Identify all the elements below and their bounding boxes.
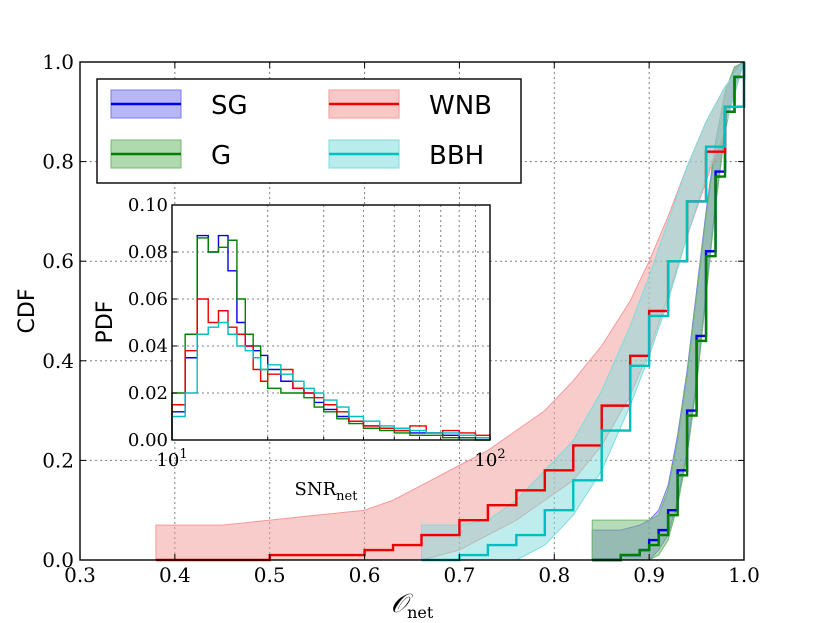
legend: SG G WNB BBH: [97, 79, 521, 183]
y-tick-label: 0.0: [42, 548, 74, 572]
inset-y-tick-label: 0.08: [128, 242, 168, 263]
inset-y-tick-label: 0.10: [128, 195, 168, 216]
inset-x-axis-label-sub: net: [336, 489, 358, 504]
y-tick-label: 0.2: [42, 448, 74, 472]
legend-label-g: G: [211, 141, 231, 171]
x-axis-label-sub: net: [407, 603, 434, 622]
x-tick-label: 0.7: [444, 563, 476, 587]
x-tick-label: 0.8: [538, 563, 570, 587]
inset-x-axis-label-main: SNR: [295, 479, 337, 500]
x-tick-label: 0.6: [349, 563, 381, 587]
inset-y-tick-label: 0.02: [128, 383, 168, 404]
y-tick-label: 0.8: [42, 150, 74, 174]
x-tick-label: 0.5: [254, 563, 286, 587]
inset-x-tick-base: 10: [156, 450, 179, 471]
inset-x-tick-exp: 1: [179, 447, 187, 462]
legend-label-bbh: BBH: [429, 141, 484, 171]
legend-label-sg: SG: [211, 91, 248, 121]
legend-label-wnb: WNB: [429, 91, 492, 121]
y-axis-label: CDF: [15, 289, 40, 334]
y-tick-label: 1.0: [42, 50, 74, 74]
inset-y-tick-label: 0.00: [128, 430, 168, 451]
inset-x-tick-base: 10: [474, 450, 497, 471]
x-tick-label: 0.4: [159, 563, 191, 587]
inset-x-tick-exp: 2: [497, 447, 505, 462]
inset-y-tick-label: 0.06: [128, 289, 168, 310]
inset-y-axis-label: PDF: [93, 301, 118, 344]
inset-y-tick-label: 0.04: [128, 336, 168, 357]
x-tick-label: 0.9: [633, 563, 665, 587]
y-tick-label: 0.4: [42, 349, 74, 373]
cdf-chart: 0.3 0.4 0.5 0.6 0.7 0.8 0.9 1.00.00.20.40.60.81…: [0, 0, 830, 623]
x-tick-label: 1.0: [728, 563, 760, 587]
y-tick-label: 0.6: [42, 249, 74, 273]
